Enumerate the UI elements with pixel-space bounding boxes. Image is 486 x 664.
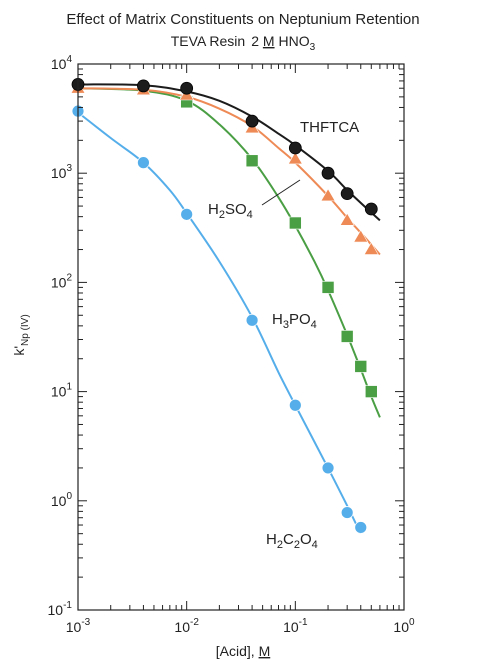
y-tick-label-exponent: 3 <box>66 163 72 174</box>
subtitle-resin: TEVA Resin <box>171 33 245 49</box>
x-tick-label-exponent: -2 <box>190 617 199 628</box>
subtitle-unit: M <box>263 33 275 49</box>
series-label-part: C <box>283 531 294 548</box>
y-tick-label: 100 <box>51 491 73 509</box>
series-label-h2so4: H2SO4 <box>208 201 253 221</box>
series-label-part: 4 <box>247 209 253 221</box>
x-tick-label-base: 10 <box>66 619 82 635</box>
data-point-h2c2o4 <box>288 398 302 412</box>
data-point-h2c2o4 <box>180 207 194 221</box>
series-label-part: 2 <box>277 539 283 551</box>
y-tick-label-exponent: -1 <box>63 600 72 611</box>
series-label-thftca: THFTCA <box>300 119 359 136</box>
x-axis-label-unit: M <box>259 643 271 659</box>
y-tick-label-exponent: 4 <box>66 54 72 65</box>
data-point-h2so4 <box>320 188 336 202</box>
x-tick-label-base: 10 <box>393 619 409 635</box>
y-tick-label: 101 <box>51 382 73 400</box>
data-point-h2c2o4 <box>137 156 150 170</box>
data-point-h3po4 <box>321 281 335 294</box>
series-label-part: SO <box>225 201 247 218</box>
y-tick-label-base: 10 <box>51 274 67 290</box>
subtitle-acid: HNO <box>279 33 310 49</box>
chart-subtitle: TEVA Resin 2 M HNO3 <box>171 33 316 53</box>
data-point-h3po4 <box>354 360 368 373</box>
data-point-h3po4 <box>364 385 378 398</box>
series-label-h2c2o4: H2C2O4 <box>266 531 318 551</box>
chart-title: Effect of Matrix Constituents on Neptuni… <box>66 11 419 28</box>
series-label-h3po4: H3PO4 <box>272 311 317 331</box>
data-point-h2so4 <box>339 212 355 226</box>
x-axis-label: [Acid], M <box>216 643 270 659</box>
y-axis-label: k'Np (IV) <box>11 314 31 355</box>
series-label-part: H <box>272 311 283 328</box>
data-point-h2so4 <box>353 229 369 243</box>
x-tick-label: 10-1 <box>283 617 308 635</box>
x-tick-label: 10-2 <box>174 617 199 635</box>
y-tick-label-exponent: 2 <box>66 272 72 283</box>
data-point-h2c2o4 <box>245 313 259 327</box>
data-point-h2c2o4 <box>354 521 368 534</box>
series-label-part: 4 <box>312 539 318 551</box>
x-axis-label-text: [Acid], <box>216 643 259 659</box>
data-point-h2c2o4 <box>321 461 335 475</box>
data-point-thftca <box>180 81 194 95</box>
y-tick-label: 102 <box>51 272 73 290</box>
y-tick-label: 104 <box>51 54 73 72</box>
y-tick-label-base: 10 <box>51 493 67 509</box>
x-tick-label-exponent: -1 <box>299 617 308 628</box>
series-label-part: H <box>208 201 219 218</box>
x-tick-label-exponent: -3 <box>81 617 90 628</box>
series-label-part: THFTCA <box>300 119 359 136</box>
series-line-h2so4 <box>77 87 381 256</box>
subtitle-acid-sub: 3 <box>310 42 316 53</box>
data-point-thftca <box>288 141 302 155</box>
y-tick-label-base: 10 <box>51 165 67 181</box>
h2so4-leader-line <box>261 179 301 206</box>
data-point-thftca <box>245 114 259 128</box>
data-point-h2c2o4 <box>340 506 354 519</box>
plot-frame <box>77 63 405 611</box>
x-tick-label-base: 10 <box>283 619 299 635</box>
data-point-thftca <box>364 202 378 216</box>
series-label-part: 4 <box>311 319 317 331</box>
y-tick-label-base: 10 <box>51 384 67 400</box>
series-line-h2c2o4 <box>77 111 362 535</box>
y-tick-label: 103 <box>51 163 73 181</box>
y-tick-label: 10-1 <box>48 600 73 618</box>
series-label-part: 3 <box>283 319 289 331</box>
x-tick-label: 100 <box>393 617 415 635</box>
data-point-h3po4 <box>289 216 302 230</box>
data-point-h3po4 <box>245 154 259 168</box>
data-point-thftca <box>137 79 150 93</box>
series-label-part: 2 <box>219 209 225 221</box>
y-axis-label-main: k' <box>11 346 27 356</box>
y-tick-label-base: 10 <box>48 602 64 618</box>
series-label-part: 2 <box>294 539 300 551</box>
data-point-h3po4 <box>340 330 354 343</box>
x-tick-label-exponent: 0 <box>409 617 415 628</box>
data-point-thftca <box>321 166 335 180</box>
y-tick-label-base: 10 <box>51 56 67 72</box>
series-label-part: PO <box>289 311 311 328</box>
y-axis-label-sub: Np (IV) <box>20 314 31 346</box>
data-point-thftca <box>340 187 354 201</box>
x-tick-label-base: 10 <box>174 619 190 635</box>
data-point-h2so4 <box>363 241 379 255</box>
series-line-h3po4 <box>77 87 381 418</box>
y-tick-label-exponent: 1 <box>66 382 72 393</box>
x-tick-label: 10-3 <box>66 617 91 635</box>
series-label-part: O <box>300 531 312 548</box>
y-tick-label-exponent: 0 <box>66 491 72 502</box>
subtitle-space: 2 <box>251 33 263 49</box>
series-label-part: H <box>266 531 277 548</box>
data-point-h2so4 <box>287 151 303 165</box>
